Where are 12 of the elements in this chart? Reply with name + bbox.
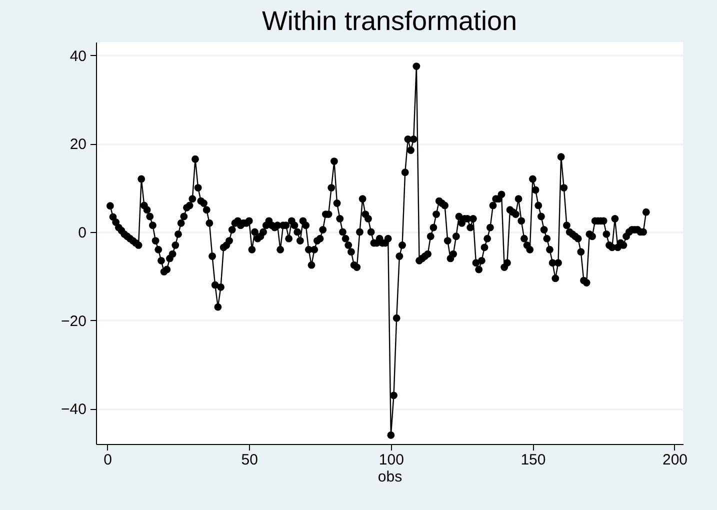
y-tick-label: 20 [70, 136, 86, 154]
y-tick-label: 0 [78, 224, 86, 242]
x-tick-label: 150 [520, 452, 546, 468]
x-tick-label: 100 [378, 452, 404, 468]
y-tick-label: −20 [61, 312, 86, 330]
x-axis-title: obs [378, 468, 402, 486]
chart-title: Within transformation [262, 6, 518, 36]
y-tick-label: 40 [70, 48, 86, 65]
y-tick-label: −40 [61, 401, 86, 418]
x-tick-label: 50 [241, 452, 258, 468]
x-tick-label: 200 [662, 452, 688, 468]
x-tick-label: 0 [104, 452, 112, 468]
